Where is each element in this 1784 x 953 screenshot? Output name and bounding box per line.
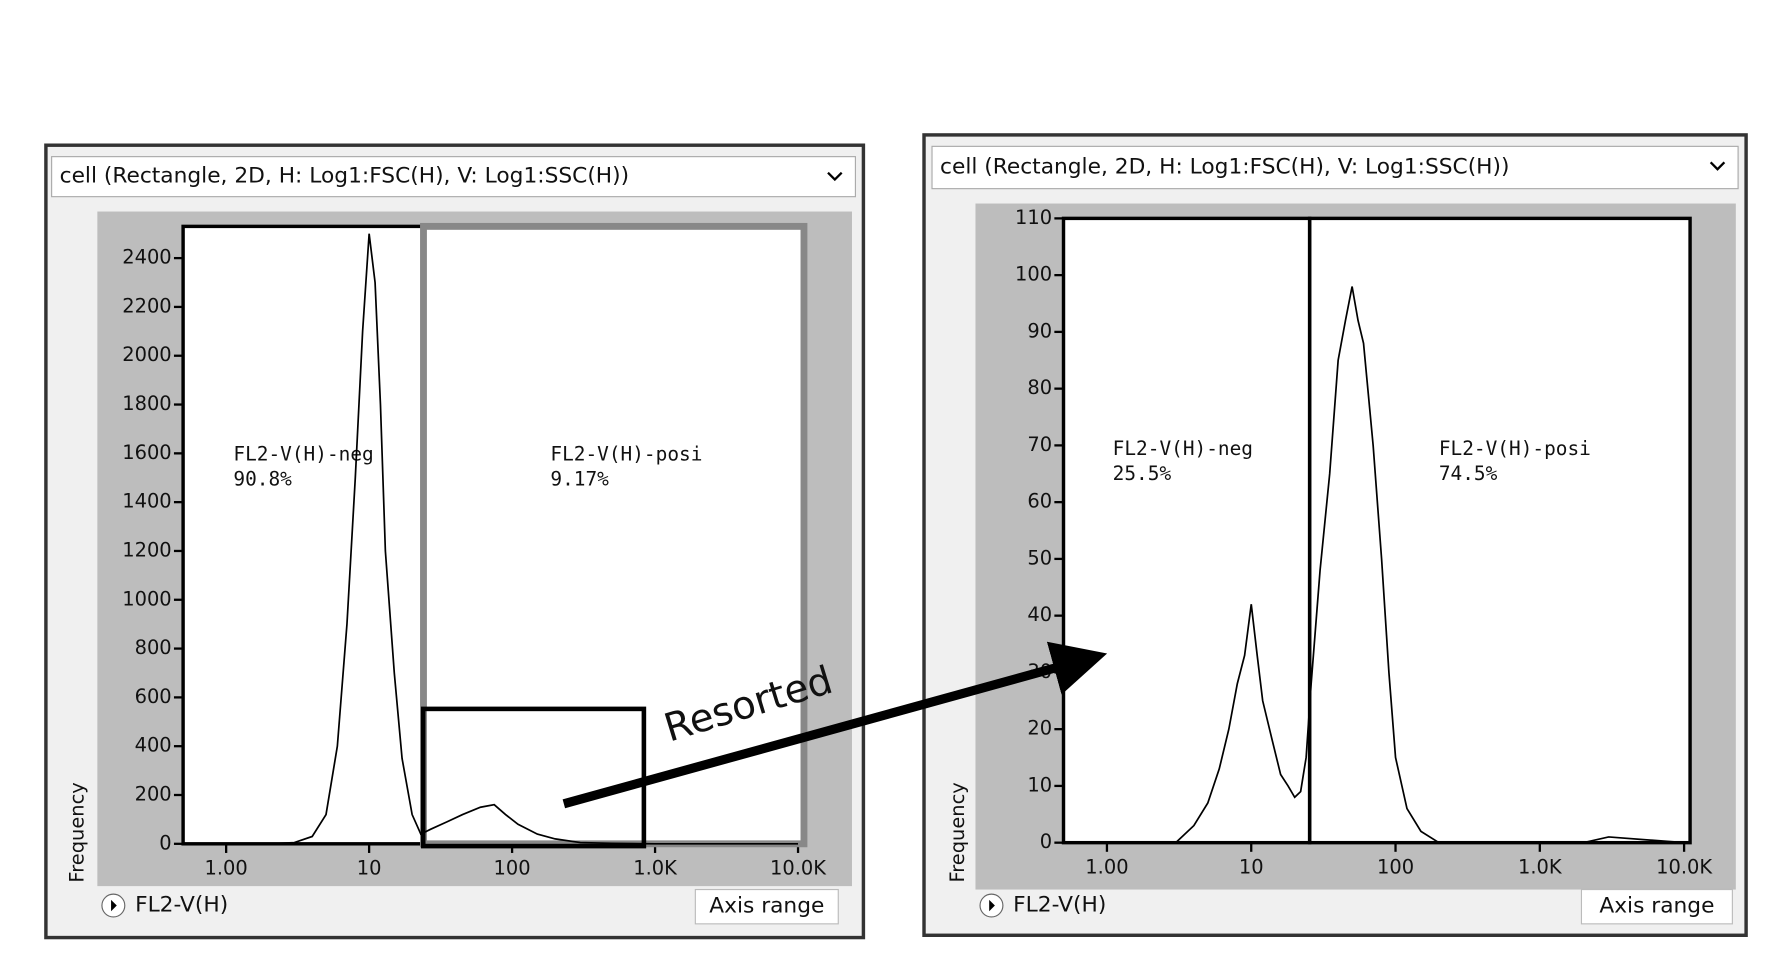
x-tick-label: 10 [357, 856, 382, 879]
y-tick-label: 1800 [122, 392, 171, 415]
gate-label: FL2-V(H)-neg [1113, 437, 1253, 460]
x-tick-label: 100 [1377, 855, 1414, 878]
axis-range-button[interactable] [1580, 888, 1733, 925]
x-tick-label: 100 [494, 856, 531, 879]
x-tick-label: 10 [1239, 855, 1264, 878]
y-tick-label: 100 [1015, 263, 1052, 286]
axis-range-text: Axis range [709, 894, 824, 919]
y-tick-label: 1400 [122, 490, 171, 513]
dropdown[interactable] [51, 156, 856, 198]
x-axis-label: FL2-V(H) [135, 893, 228, 918]
gate-label: FL2-V(H)-posi [550, 443, 702, 466]
plot-area [181, 225, 806, 845]
dropdown-caret [827, 171, 843, 182]
y-tick-label: 90 [1027, 319, 1052, 342]
x-tick-label: 1.00 [1085, 855, 1128, 878]
y-tick-label: 2000 [122, 343, 171, 366]
x-tick-label: 10.0K [770, 856, 827, 879]
y-tick-label: 400 [135, 734, 172, 757]
gate-percent: 25.5% [1113, 462, 1172, 485]
gate-percent: 90.8% [233, 468, 292, 491]
y-tick-label: 60 [1027, 490, 1052, 513]
expand-icon-arrow [111, 899, 117, 912]
y-tick-label: 600 [135, 685, 172, 708]
x-tick-label: 10.0K [1656, 855, 1713, 878]
y-tick-label: 20 [1027, 717, 1052, 740]
y-tick-label: 2200 [122, 294, 171, 317]
axis-range-text: Axis range [1599, 894, 1714, 919]
y-tick-label: 200 [135, 783, 172, 806]
y-tick-label: 10 [1027, 773, 1052, 796]
resort-arrow [562, 641, 1108, 809]
dropdown-text: cell (Rectangle, 2D, H: Log1:FSC(H), V: … [940, 155, 1509, 180]
histogram-line [269, 233, 799, 845]
y-tick-label: 40 [1027, 603, 1052, 626]
expand-icon-arrow [989, 899, 995, 912]
x-tick-label: 1.0K [1518, 855, 1563, 878]
y-tick-label: 110 [1015, 206, 1052, 229]
x-tick-label: 1.00 [205, 856, 248, 879]
y-tick-label: 2400 [122, 246, 171, 269]
gate-percent: 9.17% [550, 468, 609, 491]
y-tick-label: 800 [135, 636, 172, 659]
y-tick-label: 1600 [122, 441, 171, 464]
plot-area [1062, 217, 1692, 844]
x-axis-label: FL2-V(H) [1013, 893, 1106, 918]
y-tick-label: 50 [1027, 546, 1052, 569]
y-tick-label: 80 [1027, 376, 1052, 399]
y-tick-label: 70 [1027, 433, 1052, 456]
dropdown-caret [1709, 161, 1726, 171]
y-tick-label: 0 [159, 831, 171, 854]
x-tick-label: 1.0K [633, 856, 678, 879]
histogram-line [1150, 286, 1685, 844]
gate-label: FL2-V(H)-neg [233, 443, 373, 466]
y-axis-label: Frequency [65, 782, 88, 882]
dropdown-text: cell (Rectangle, 2D, H: Log1:FSC(H), V: … [60, 164, 629, 189]
y-tick-label: 1000 [122, 587, 171, 610]
y-axis-label: Frequency [946, 782, 969, 882]
y-tick-label: 1200 [122, 538, 171, 561]
gate-percent: 74.5% [1439, 462, 1498, 485]
dropdown[interactable] [931, 145, 1739, 190]
gate-label: FL2-V(H)-posi [1439, 437, 1591, 460]
y-tick-label: 0 [1040, 830, 1052, 853]
axis-range-button[interactable] [694, 888, 839, 925]
